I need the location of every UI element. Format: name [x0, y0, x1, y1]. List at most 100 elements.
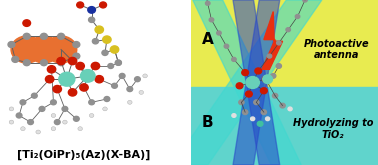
Circle shape	[143, 74, 147, 78]
Text: [Ti₂(OiPr)₅(Az)(X-BA)]: [Ti₂(OiPr)₅(Az)(X-BA)]	[17, 150, 151, 160]
Circle shape	[251, 117, 255, 121]
Circle shape	[95, 76, 104, 83]
Circle shape	[217, 31, 221, 35]
Circle shape	[135, 77, 140, 82]
Circle shape	[232, 114, 236, 117]
Circle shape	[242, 70, 248, 76]
Circle shape	[73, 42, 80, 48]
Circle shape	[100, 2, 107, 8]
Circle shape	[45, 76, 54, 83]
Circle shape	[267, 54, 272, 58]
Circle shape	[103, 36, 111, 43]
Polygon shape	[233, 0, 280, 165]
Circle shape	[209, 18, 214, 22]
Circle shape	[68, 89, 77, 96]
Circle shape	[88, 17, 94, 22]
Circle shape	[51, 127, 56, 131]
Circle shape	[224, 44, 229, 48]
Circle shape	[28, 120, 33, 125]
Circle shape	[73, 116, 79, 121]
Circle shape	[68, 57, 77, 65]
Circle shape	[254, 100, 259, 105]
Circle shape	[103, 107, 107, 111]
Circle shape	[81, 70, 95, 82]
Circle shape	[28, 36, 60, 63]
Circle shape	[51, 114, 56, 117]
Circle shape	[78, 127, 82, 131]
Circle shape	[76, 62, 84, 70]
Circle shape	[23, 33, 30, 39]
Circle shape	[104, 97, 110, 101]
Circle shape	[47, 66, 56, 73]
Circle shape	[62, 106, 68, 111]
Circle shape	[57, 57, 65, 65]
Circle shape	[88, 7, 95, 13]
Circle shape	[206, 1, 210, 5]
Circle shape	[39, 106, 45, 111]
Polygon shape	[233, 0, 280, 165]
Circle shape	[295, 15, 300, 18]
Circle shape	[127, 100, 132, 104]
Circle shape	[92, 39, 99, 44]
Circle shape	[276, 64, 282, 68]
Circle shape	[243, 110, 248, 115]
Circle shape	[119, 73, 125, 78]
Circle shape	[36, 130, 40, 134]
Circle shape	[263, 75, 273, 83]
Circle shape	[16, 113, 22, 118]
Circle shape	[286, 28, 290, 32]
Circle shape	[59, 72, 75, 86]
Circle shape	[21, 127, 25, 131]
Circle shape	[260, 88, 267, 94]
Circle shape	[89, 114, 94, 117]
Circle shape	[303, 0, 307, 2]
Circle shape	[277, 41, 281, 45]
Circle shape	[9, 120, 14, 124]
Circle shape	[45, 36, 77, 63]
Circle shape	[110, 46, 119, 53]
Circle shape	[23, 60, 30, 66]
Circle shape	[139, 90, 144, 94]
Circle shape	[261, 110, 266, 115]
Polygon shape	[172, 0, 322, 165]
Circle shape	[280, 103, 285, 108]
Circle shape	[40, 60, 47, 66]
Circle shape	[77, 2, 84, 8]
Circle shape	[95, 26, 104, 33]
Circle shape	[63, 120, 67, 124]
Circle shape	[31, 93, 37, 98]
Circle shape	[23, 20, 31, 26]
Circle shape	[40, 33, 47, 39]
Circle shape	[243, 71, 247, 75]
Circle shape	[8, 42, 15, 48]
Circle shape	[288, 107, 292, 111]
Circle shape	[112, 83, 118, 88]
Circle shape	[58, 60, 65, 66]
Circle shape	[246, 77, 259, 88]
Circle shape	[20, 100, 26, 105]
Circle shape	[127, 87, 133, 92]
Circle shape	[108, 64, 113, 68]
Circle shape	[9, 107, 14, 111]
Circle shape	[273, 93, 278, 98]
Circle shape	[58, 33, 65, 39]
Circle shape	[73, 53, 80, 59]
Circle shape	[12, 56, 19, 62]
Circle shape	[54, 120, 60, 125]
Circle shape	[53, 85, 62, 93]
Circle shape	[246, 91, 252, 97]
Circle shape	[256, 69, 260, 73]
Circle shape	[11, 36, 42, 63]
Circle shape	[89, 100, 94, 105]
Circle shape	[232, 57, 236, 61]
Circle shape	[51, 100, 56, 105]
Circle shape	[262, 76, 269, 82]
Bar	[191, 0, 378, 87]
Polygon shape	[262, 12, 283, 69]
Circle shape	[266, 117, 270, 121]
Circle shape	[271, 74, 276, 78]
Circle shape	[80, 84, 88, 91]
Circle shape	[116, 60, 121, 65]
Circle shape	[255, 68, 262, 74]
Circle shape	[91, 62, 100, 70]
